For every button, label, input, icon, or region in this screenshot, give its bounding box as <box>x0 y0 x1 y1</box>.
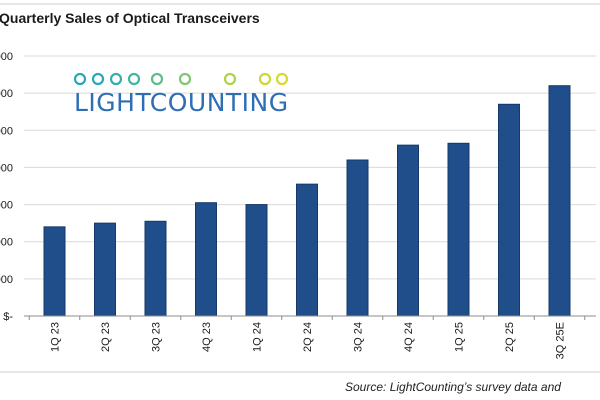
x-tick-label: 1Q 24 <box>252 322 264 352</box>
bar-series <box>43 85 571 317</box>
x-tick-label: 2Q 24 <box>302 322 314 352</box>
bar-1q-23 <box>43 226 66 317</box>
bar-2q-24 <box>296 183 318 317</box>
bar-1q-25 <box>447 142 470 317</box>
y-tick-label: 000 <box>0 88 13 100</box>
bar-4q-24 <box>397 144 419 317</box>
y-tick-label: $- <box>3 311 13 323</box>
y-tick-label: 000 <box>0 51 13 63</box>
bar-3q-23 <box>144 220 167 317</box>
x-tick-label: 3Q 24 <box>353 322 365 352</box>
x-axis-ticks: 1Q 23 2Q 23 3Q 23 4Q 23 1Q 24 2Q 24 3Q 24 4Q 24… <box>28 316 586 359</box>
bar-3q-25e <box>548 85 571 317</box>
chart-title: Quarterly Sales of Optical Transceivers <box>0 10 260 26</box>
x-tick-label: 2Q 25 <box>504 322 516 352</box>
x-tick-label: 1Q 25 <box>454 322 466 352</box>
x-tick-label: 3Q 25E <box>555 322 567 359</box>
x-tick-label: 1Q 23 <box>50 322 62 352</box>
logo-wordmark: LIGHTCOUNTING <box>74 88 289 117</box>
x-tick-label: 2Q 23 <box>100 322 112 352</box>
y-tick-label: 000 <box>0 125 13 137</box>
bar-4q-23 <box>195 202 217 317</box>
y-tick-label: 000 <box>0 274 13 286</box>
source-note: Source: LightCounting’s survey data and <box>345 380 561 394</box>
bar-1q-24 <box>245 204 268 317</box>
y-axis-ticks: $- 000 000 000 000 000 000 000 <box>0 51 13 323</box>
y-tick-label: 000 <box>0 162 13 174</box>
x-tick-label: 3Q 23 <box>151 322 163 352</box>
x-tick-label: 4Q 24 <box>403 322 415 352</box>
fiber-network-dots-icon <box>66 72 290 86</box>
lightcounting-logo: LIGHTCOUNTING <box>66 72 290 117</box>
bar-2q-25 <box>498 103 520 317</box>
y-tick-label: 000 <box>0 237 13 249</box>
bar-3q-24 <box>346 159 369 317</box>
x-tick-label: 4Q 23 <box>201 322 213 352</box>
bar-2q-23 <box>94 222 116 317</box>
y-tick-label: 000 <box>0 200 13 212</box>
